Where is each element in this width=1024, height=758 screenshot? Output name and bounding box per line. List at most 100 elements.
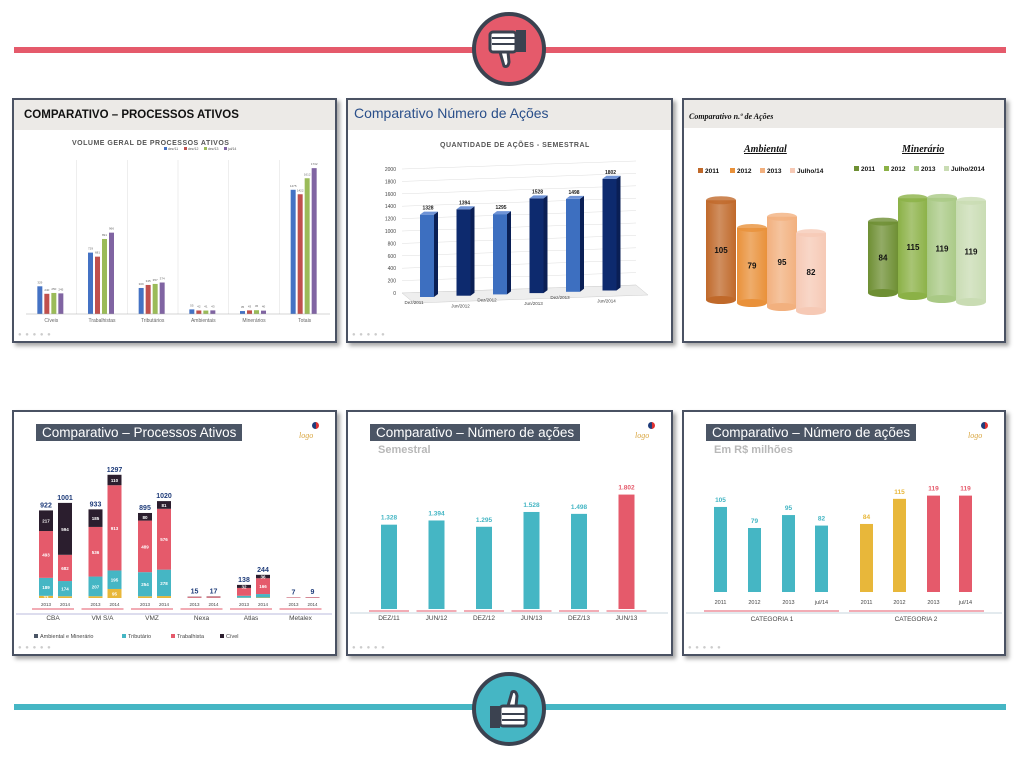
total-label: 933 <box>90 501 102 508</box>
slide-1-thumbnail[interactable]: COMPARATIVO – PROCESSOS ATIVOS VOLUME GE… <box>12 98 337 343</box>
segment-label: 278 <box>160 581 168 586</box>
bar-value-label: 966 <box>109 227 114 231</box>
cylinder-base <box>796 307 826 315</box>
slide-3-thumbnail[interactable]: Comparativo n.º de Ações Ambiental Miner… <box>682 98 1006 343</box>
bar <box>290 189 296 314</box>
cylinder-bar <box>737 227 767 303</box>
bar-value-label: 374 <box>160 277 165 281</box>
legend-swatch <box>730 168 735 173</box>
year-label: 2014 <box>60 602 71 607</box>
total-label: 1020 <box>156 493 172 500</box>
x-tick-label: Jun/2013 <box>524 301 543 306</box>
bar <box>88 252 93 314</box>
bar-value-label: 119 <box>928 486 939 493</box>
x-tick-label: jul/14 <box>814 600 828 606</box>
bar <box>102 238 107 314</box>
cylinder-top <box>706 196 736 205</box>
x-tick-label: Trabalhistas <box>88 318 116 324</box>
legend-label: Trabalhista <box>177 634 205 640</box>
bar <box>37 286 43 314</box>
stack-segment <box>138 520 152 573</box>
bar-value-label: 1612 <box>304 172 311 176</box>
bar <box>420 214 434 297</box>
legend-label: 2012 <box>891 166 906 173</box>
year-label: 2013 <box>140 602 151 607</box>
bar-value-label: 43 <box>211 304 215 308</box>
segment-label: 80 <box>142 515 148 520</box>
bar-value-label: 82 <box>818 516 826 523</box>
slide-title: COMPARATIVO – PROCESSOS ATIVOS <box>24 109 239 121</box>
bar <box>138 287 144 314</box>
stack-segment <box>107 588 122 598</box>
bar-value-label: 729 <box>88 247 93 251</box>
bar-value-label: 41 <box>204 305 208 309</box>
gridline <box>401 222 637 232</box>
cylinder-base <box>956 298 986 306</box>
bar-top <box>566 195 584 199</box>
bar <box>860 523 873 592</box>
cylinder-base <box>898 292 928 300</box>
stack-segment <box>237 587 251 596</box>
cylinder-bar <box>706 200 736 300</box>
cylinder-top <box>927 193 957 202</box>
chart-floor <box>401 284 649 304</box>
stack-segment <box>256 594 270 598</box>
group-label: CATEGORIA 1 <box>751 616 794 623</box>
gridline <box>401 185 637 195</box>
bar-value-label: 1.802 <box>618 485 635 492</box>
cylinder-base <box>767 303 797 311</box>
year-label: 2013 <box>239 602 250 607</box>
x-tick-label: 2011 <box>861 600 873 606</box>
legend-label: Julho/2014 <box>951 166 985 173</box>
gridline <box>401 259 637 269</box>
total-label: 244 <box>257 567 269 574</box>
slide-header <box>684 100 1004 128</box>
slide-2-thumbnail[interactable]: Comparativo Número de Ações QUANTIDADE D… <box>346 98 673 343</box>
stack-segment <box>88 576 103 597</box>
slide-5-thumbnail[interactable]: Comparativo – Número de ações Semestral … <box>346 410 673 656</box>
bar <box>159 282 165 314</box>
gridline <box>401 247 637 257</box>
cylinder-top <box>956 196 986 205</box>
x-tick-label: Jun/2012 <box>451 304 470 309</box>
slide-4-thumbnail[interactable]: Comparativo – Processos Ativos logo 23 18… <box>12 410 337 656</box>
bar <box>959 495 972 592</box>
y-tick-label: 0 <box>393 291 396 297</box>
bar <box>602 178 617 291</box>
y-tick-label: 400 <box>388 266 397 272</box>
bar-value-label: 1.328 <box>381 515 398 522</box>
gridline <box>401 235 637 244</box>
bar <box>297 194 303 314</box>
bar-value-label: 105 <box>715 497 726 504</box>
legend-label: Julho/14 <box>797 168 824 175</box>
legend-swatch <box>854 166 859 171</box>
bar-value-label: 245 <box>58 287 63 291</box>
slide-title: Comparativo n.º de Ações <box>689 112 774 121</box>
bar-value-label: 1802 <box>605 170 616 176</box>
total-label: 895 <box>139 505 151 512</box>
slide-6-thumbnail[interactable]: Comparativo – Número de ações Em R$ milh… <box>682 410 1006 656</box>
legend-label: dez/12 <box>188 147 199 151</box>
bar-value-label: 357 <box>153 278 158 282</box>
stack-segment <box>138 512 152 521</box>
bar-value-label: 95 <box>785 505 793 512</box>
stack-segment <box>206 596 221 598</box>
stack-segment <box>39 510 53 532</box>
y-tick-label: 1600 <box>385 192 396 198</box>
chart-5: 1.328 DEZ/11 1.394 JUN/12 1.295 DEZ/12 1.528 JU… <box>350 485 668 622</box>
total-label: 9 <box>311 589 315 596</box>
bar <box>261 310 266 314</box>
x-tick-label: Dez/2011 <box>405 300 424 305</box>
y-tick-label: 1400 <box>385 204 396 210</box>
legend-swatch <box>122 634 126 638</box>
bar-value-label: 42 <box>197 304 201 308</box>
group-label: Atlas <box>244 615 259 622</box>
company-logo: logo <box>635 422 657 444</box>
x-tick-label: Dez/2012 <box>477 297 497 302</box>
bar-value-label: 1.528 <box>523 502 540 509</box>
total-label: 17 <box>210 588 218 595</box>
legend-swatch <box>171 634 175 638</box>
bar-value-label: 891 <box>102 233 107 237</box>
x-tick-label: 2012 <box>748 600 760 606</box>
bar <box>311 168 317 314</box>
